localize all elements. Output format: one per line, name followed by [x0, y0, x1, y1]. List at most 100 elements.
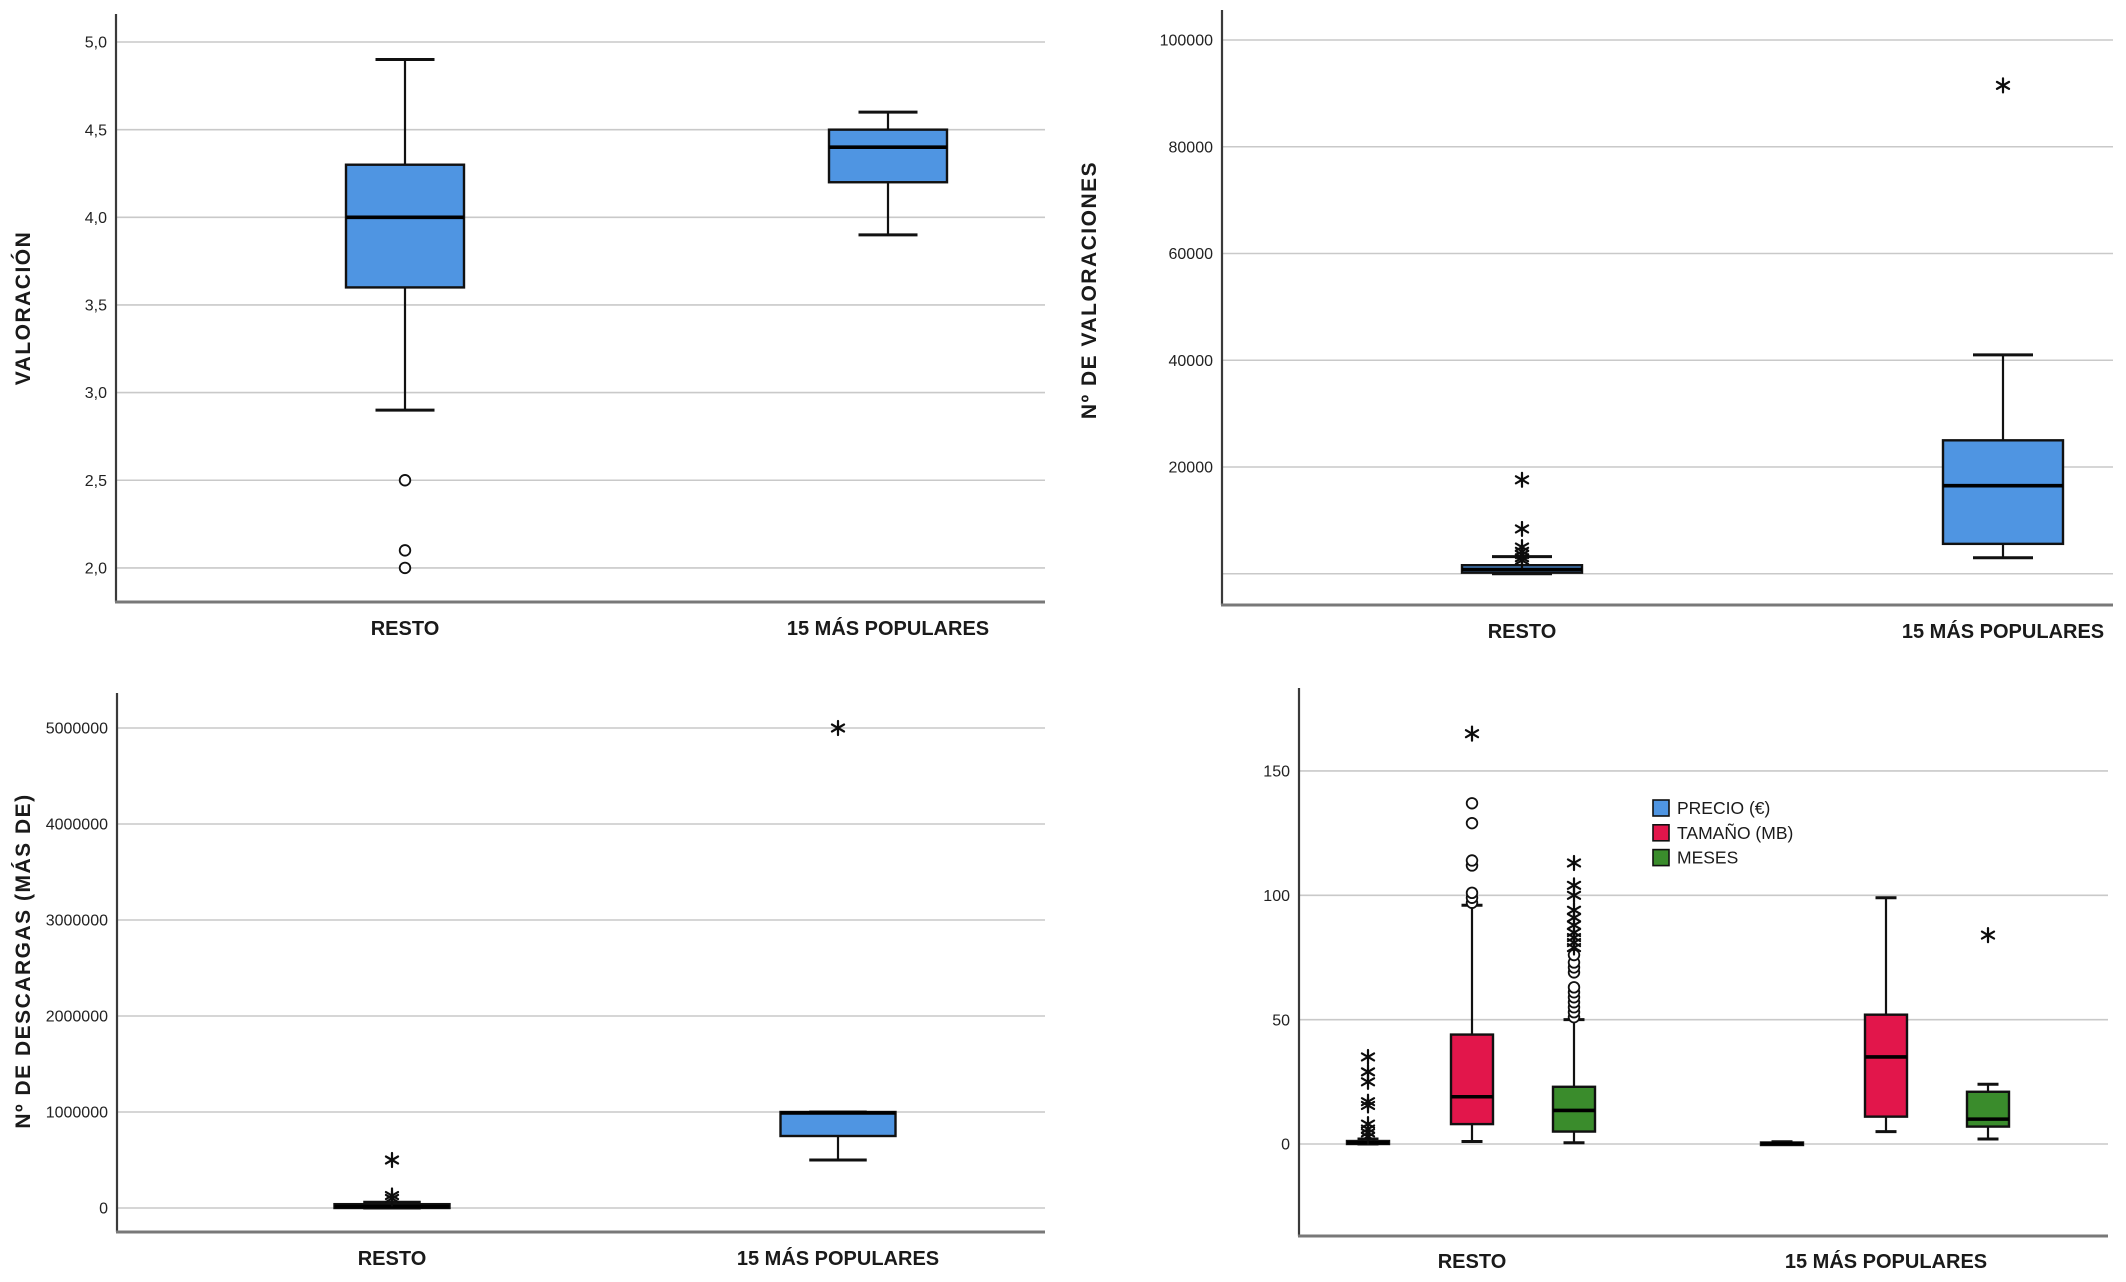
iqr-box [827, 128, 949, 184]
legend-swatch [1652, 799, 1670, 817]
boxplot-box [1345, 1048, 1391, 1146]
extreme-star-spoke [1360, 1100, 1376, 1111]
y-tick-label: 0 [99, 1201, 108, 1218]
y-tick-labels: 0 50 100 150 [1263, 764, 1290, 1154]
outlier-circle [398, 561, 412, 575]
boxplot-box [1965, 926, 2011, 1141]
boxplot-box [1551, 854, 1597, 1145]
extreme-star-spoke [1360, 1052, 1376, 1062]
series-3 [1551, 854, 2011, 1145]
category-label: RESTO [371, 618, 440, 640]
y-tick-label: 3,0 [85, 385, 107, 402]
y-tick-label: 5000000 [46, 721, 108, 738]
boxplot-box [1863, 896, 1909, 1134]
y-tick-label: 4,0 [85, 210, 107, 227]
outlier-circle [1465, 886, 1479, 900]
y-tick-label: 4000000 [46, 817, 108, 834]
legend-label: PRECIO (€) [1677, 798, 1770, 818]
y-tick-label: 100000 [1160, 33, 1213, 50]
legend: PRECIO (€) TAMAÑO (MB) MESES [1652, 798, 1793, 868]
category-label: RESTO [1488, 621, 1557, 641]
y-tick-label: 100 [1263, 888, 1290, 905]
boxplot-box [333, 1151, 451, 1210]
legend-label: TAMAÑO (MB) [1677, 822, 1793, 843]
extreme-star-spoke [830, 723, 846, 733]
extreme-star-spoke [1514, 475, 1530, 485]
category-label: 15 MÁS POPULARES [1785, 1250, 1987, 1273]
chart-panel-precio-tamano-meses: 0 50 100 150 RESTO 15 MÁS POPULARES PRECIO (€)… [1263, 688, 2108, 1273]
y-tick-labels: 0 1000000 2000000 3000000 4000000 5000000 [46, 721, 108, 1218]
chart-panel-valoraciones: 20000 40000 60000 80000 100000 Nº DE VALORACI… [1078, 10, 2113, 641]
y-tick-label: 3,5 [85, 298, 107, 315]
category-label: RESTO [1438, 1251, 1507, 1273]
y-tick-label: 150 [1263, 764, 1290, 781]
y-tick-label: 1000000 [46, 1105, 108, 1122]
extreme-star-spoke [384, 1155, 400, 1165]
boxplot-box [1460, 471, 1584, 576]
gridlines [116, 41, 1045, 569]
boxplot-box [344, 58, 466, 575]
gridlines [117, 727, 1045, 1209]
extreme-star-spoke [1360, 1131, 1376, 1142]
gridlines [1299, 770, 2108, 1145]
outlier-circle [398, 474, 412, 487]
y-axis-title: Nº DE DESCARGAS (MÁS DE) [12, 793, 35, 1128]
iqr-box [344, 163, 466, 289]
category-label: 15 MÁS POPULARES [1902, 620, 2104, 641]
y-tick-label: 5,0 [85, 35, 107, 52]
y-tick-label: 50 [1272, 1012, 1290, 1029]
iqr-box [779, 1110, 897, 1138]
iqr-box [1965, 1090, 2011, 1128]
boxplot-box [1449, 725, 1495, 1144]
extreme-star-spoke [1514, 542, 1530, 552]
extreme-star-spoke [1464, 729, 1480, 739]
y-tick-label: 4,5 [85, 122, 107, 139]
extreme-star-spoke [1980, 930, 1996, 940]
y-tick-label: 2,0 [85, 561, 107, 578]
category-label: 15 MÁS POPULARES [787, 617, 989, 640]
iqr-box [1941, 439, 2065, 546]
boxplot-box [827, 110, 949, 237]
extreme-star-spoke [384, 1193, 400, 1204]
boxplot-box [1759, 1140, 1805, 1147]
iqr-box [1863, 1013, 1909, 1118]
extreme-star-spoke [1566, 890, 1582, 900]
outlier-circle [1465, 797, 1479, 810]
series-2 [1449, 725, 1909, 1144]
series-1 [344, 58, 949, 575]
y-tick-label: 2,5 [85, 473, 107, 490]
series-1 [333, 719, 897, 1210]
series-1 [1345, 1048, 1805, 1147]
y-tick-label: 60000 [1169, 246, 1214, 263]
extreme-star-spoke [1995, 80, 2011, 90]
y-tick-label: 2000000 [46, 1009, 108, 1026]
extreme-star-spoke [1566, 880, 1582, 890]
extreme-star-spoke [1514, 524, 1530, 534]
outlier-circle [1465, 816, 1479, 830]
category-label: RESTO [358, 1248, 427, 1270]
iqr-box [1449, 1033, 1495, 1126]
extreme-star-spoke [1360, 1077, 1376, 1087]
y-tick-label: 20000 [1169, 460, 1214, 477]
y-tick-labels: 2,0 2,5 3,0 3,5 4,0 4,5 5,0 [85, 35, 107, 578]
y-tick-label: 0 [1281, 1137, 1290, 1154]
category-label: 15 MÁS POPULARES [737, 1247, 939, 1270]
extreme-star-spoke [1566, 858, 1582, 868]
extreme-star-spoke [1360, 1067, 1376, 1077]
y-tick-labels: 20000 40000 60000 80000 100000 [1160, 33, 1213, 477]
gridlines [1222, 39, 2113, 575]
boxplot-box [1941, 77, 2065, 560]
y-tick-label: 80000 [1169, 139, 1214, 156]
y-tick-label: 40000 [1169, 353, 1214, 370]
outlier-circle [1465, 854, 1479, 867]
boxplot-box [779, 719, 897, 1162]
legend-swatch [1652, 848, 1670, 867]
legend-label: MESES [1677, 848, 1738, 868]
y-axis-title: Nº DE VALORACIONES [1078, 161, 1101, 419]
outlier-circle [398, 544, 412, 557]
extreme-star-spoke [1566, 905, 1582, 915]
legend-swatch [1652, 824, 1670, 842]
chart-panel-descargas: 0 1000000 2000000 3000000 4000000 5000000 Nº D… [12, 693, 1045, 1270]
outlier-circle [1567, 981, 1581, 994]
y-axis-title: VALORACIÓN [11, 231, 35, 386]
